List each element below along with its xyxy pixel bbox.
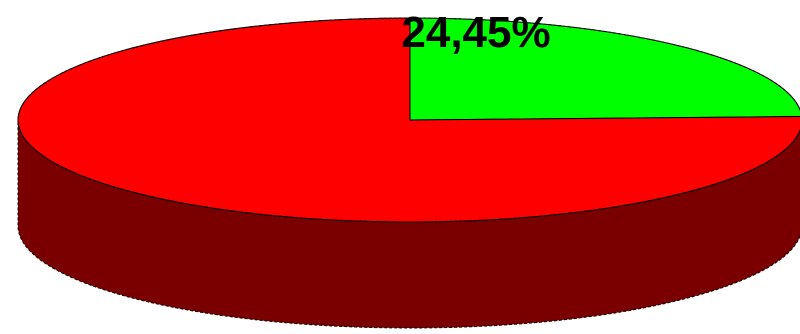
pie-slice-label-1: 24,45% bbox=[401, 8, 550, 57]
pie-labels: 24,45% bbox=[401, 8, 550, 57]
pie-top-faces bbox=[17, 17, 800, 223]
pie-rim bbox=[17, 17, 800, 223]
